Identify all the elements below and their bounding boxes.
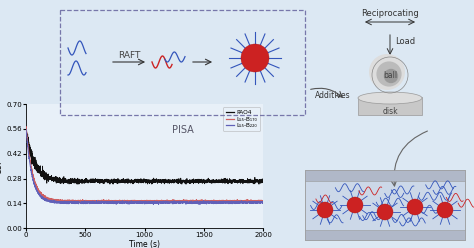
Legend: PAO4, L₅₅-B₁₇₀, L₅₅-B₂₂₀: PAO4, L₅₅-B₁₇₀, L₅₅-B₂₂₀ (223, 107, 260, 131)
Circle shape (347, 197, 363, 213)
Text: Load: Load (395, 37, 415, 47)
Circle shape (377, 204, 393, 220)
Text: disk: disk (382, 107, 398, 117)
Circle shape (437, 202, 453, 218)
Circle shape (384, 69, 398, 83)
FancyBboxPatch shape (305, 170, 465, 181)
Text: ball: ball (383, 70, 397, 80)
Circle shape (241, 44, 269, 72)
Circle shape (317, 202, 333, 218)
Circle shape (376, 62, 401, 87)
X-axis label: Time (s): Time (s) (129, 240, 160, 248)
Y-axis label: COF: COF (0, 158, 3, 174)
Ellipse shape (358, 92, 422, 104)
Circle shape (369, 54, 405, 90)
FancyBboxPatch shape (305, 230, 465, 240)
Text: RAFT: RAFT (118, 51, 140, 60)
FancyBboxPatch shape (305, 170, 465, 240)
Circle shape (407, 199, 423, 215)
Text: PISA: PISA (172, 125, 193, 135)
Text: Additives: Additives (315, 91, 351, 99)
FancyBboxPatch shape (358, 97, 422, 115)
Text: Reciprocating: Reciprocating (361, 9, 419, 18)
